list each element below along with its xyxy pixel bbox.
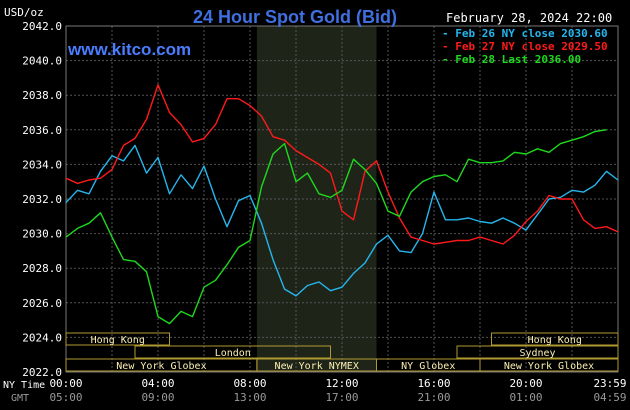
y-tick-label: 2042.0 <box>22 20 62 33</box>
y-tick-label: 2038.0 <box>22 89 62 102</box>
gmt-tick: 01:00 <box>509 391 542 404</box>
session-label: Hong Kong <box>91 335 145 346</box>
legend-entry: - Feb 27 NY close 2029.50 <box>442 40 608 53</box>
legend: - Feb 26 NY close 2030.60- Feb 27 NY clo… <box>442 27 608 66</box>
y-tick-label: 2034.0 <box>22 158 62 171</box>
ny-time-tick: 04:00 <box>141 377 174 390</box>
session-box <box>65 332 170 346</box>
unit-label: USD/oz <box>4 6 44 19</box>
y-tick-label: 2030.0 <box>22 228 62 241</box>
session-box <box>134 345 331 359</box>
session-label: New York NYMEX <box>275 361 359 372</box>
ny-time-tick: 00:00 <box>49 377 82 390</box>
date-label: February 28, 2024 22:00 <box>446 11 612 25</box>
session-label: New York Globex <box>504 361 594 372</box>
series-lines <box>65 84 619 325</box>
series-line-3 <box>65 129 607 325</box>
session-box <box>491 332 619 346</box>
grid-lines <box>65 25 619 373</box>
watermark: www.kitco.com <box>67 40 191 59</box>
gmt-label: GMT <box>11 393 29 404</box>
nymex-session-shade <box>256 26 377 372</box>
y-tick-label: 2040.0 <box>22 55 62 68</box>
y-tick-label: 2022.0 <box>22 366 62 379</box>
gmt-tick: 04:59 <box>593 391 626 404</box>
y-tick-label: 2026.0 <box>22 297 62 310</box>
session-label: London <box>215 348 251 359</box>
gmt-tick: 09:00 <box>141 391 174 404</box>
legend-entry: - Feb 28 Last 2036.00 <box>442 53 581 66</box>
ny-time-tick: 08:00 <box>233 377 266 390</box>
session-label: Hong Kong <box>528 335 582 346</box>
ny-time-tick: 23:59 <box>593 377 626 390</box>
y-tick-label: 2032.0 <box>22 193 62 206</box>
series-line-1 <box>65 144 619 297</box>
ny-time-tick: 12:00 <box>325 377 358 390</box>
gmt-tick: 17:00 <box>325 391 358 404</box>
y-tick-label: 2036.0 <box>22 124 62 137</box>
y-axis-tick-labels: 2042.0 2040.0 2038.0 2036.0 2034.0 2032.0 2030… <box>22 20 62 379</box>
gmt-tick: 21:00 <box>417 391 450 404</box>
session-box <box>479 358 619 372</box>
ny-time-tick: 16:00 <box>417 377 450 390</box>
session-label: New York Globex <box>116 361 206 372</box>
ny-time-label: NY Time <box>3 380 45 391</box>
trading-sessions: Hong Kong Hong Kong London Sydney New York G… <box>65 332 619 372</box>
series-line-2 <box>65 84 619 245</box>
y-tick-label: 2028.0 <box>22 262 62 275</box>
legend-entry: - Feb 26 NY close 2030.60 <box>442 27 608 40</box>
y-tick-label: 2024.0 <box>22 331 62 344</box>
session-box <box>456 345 619 359</box>
gmt-tick: 13:00 <box>233 391 266 404</box>
session-label: NY Globex <box>401 361 455 372</box>
plot-frame <box>65 25 619 373</box>
chart-title: 24 Hour Spot Gold (Bid) <box>193 7 397 27</box>
gmt-tick: 05:00 <box>49 391 82 404</box>
session-label: Sydney <box>519 348 555 359</box>
ny-time-tick: 20:00 <box>509 377 542 390</box>
